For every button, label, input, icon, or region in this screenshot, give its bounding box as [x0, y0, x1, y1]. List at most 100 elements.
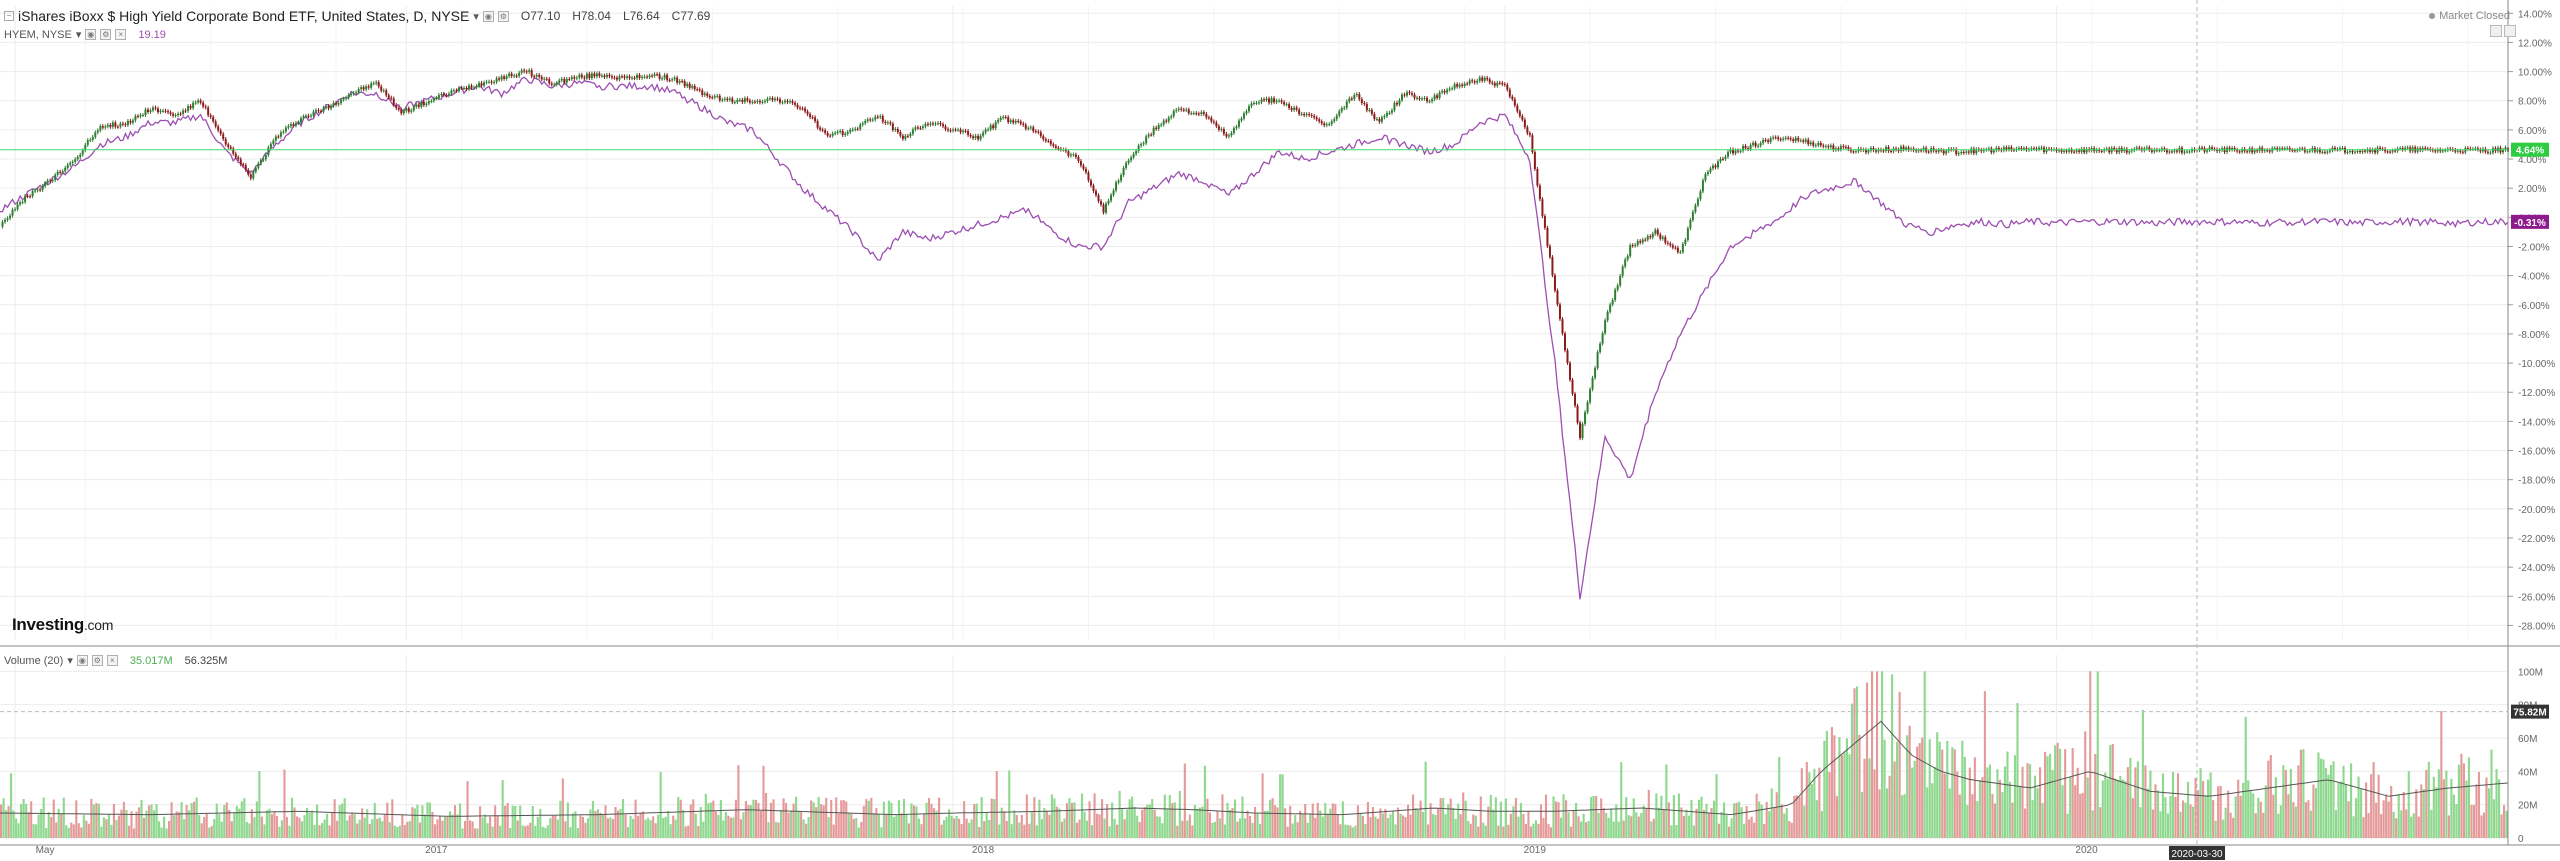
candle-body [1438, 92, 1441, 98]
volume-bar [677, 796, 680, 838]
volume-bar [2018, 785, 2022, 838]
candle-body [2469, 148, 2472, 150]
candle-body [1957, 153, 1960, 155]
chevron-down-icon[interactable]: ▾ [67, 655, 73, 667]
restore-icon[interactable] [2504, 25, 2516, 37]
volume-tick-label: 0 [2518, 834, 2524, 845]
candle-body [836, 131, 839, 133]
candle-body [1305, 114, 1308, 116]
volume-bar [2395, 818, 2398, 838]
volume-bar [2003, 766, 2007, 838]
candle-body [1466, 83, 1469, 85]
volume-bar [491, 826, 494, 838]
candle-body [124, 124, 127, 126]
chevron-down-icon[interactable]: ▾ [473, 10, 479, 23]
volume-bar [260, 816, 263, 838]
volume-bar [248, 823, 251, 838]
volume-bar [2455, 804, 2458, 838]
volume-bar [1911, 767, 1914, 838]
candle-body [1120, 175, 1123, 181]
volume-bar [1795, 795, 1798, 838]
volume-bar [870, 797, 873, 838]
status-dot-icon [2429, 13, 2436, 19]
volume-bar [1163, 794, 1166, 838]
candle-body [1403, 94, 1406, 96]
volume-bar [193, 801, 196, 838]
collapse-icon[interactable]: − [4, 11, 14, 21]
axis-labels: 14.00%12.00%10.00%8.00%6.00%4.00%2.00%0.… [36, 9, 2555, 860]
candle-body [1130, 157, 1133, 161]
volume-bar [253, 817, 256, 838]
candle-body [1285, 104, 1288, 106]
candle-body [1456, 84, 1459, 87]
settings-icon[interactable]: ⚙ [91, 655, 103, 666]
volume-bar [2277, 813, 2280, 838]
volume-bar [2066, 813, 2069, 838]
candle-body [921, 126, 924, 129]
candle-body [86, 140, 89, 145]
volume-bar [1060, 821, 1064, 838]
volume-bar [1743, 823, 1746, 838]
candle-body [1789, 138, 1792, 140]
candle-body [1764, 139, 1767, 141]
volume-bar [1803, 805, 1806, 838]
candle-body [989, 125, 992, 130]
volume-bar [321, 823, 324, 838]
candle-body [2389, 151, 2392, 153]
maximize-icon[interactable] [2490, 25, 2502, 37]
volume-bar [1462, 792, 1465, 838]
candle-body [375, 82, 378, 84]
volume-bar [1991, 793, 1994, 838]
settings-icon[interactable]: ⚙ [100, 29, 112, 40]
candle-body [1706, 171, 1709, 175]
candle-body [1247, 106, 1250, 112]
volume-bar [75, 800, 78, 838]
candle-body [1571, 379, 1574, 394]
candle-body [661, 78, 664, 80]
volume-bar [1020, 814, 1023, 838]
volume-bar [1116, 824, 1119, 838]
candle-body [4, 219, 7, 222]
candle-body [1200, 112, 1203, 115]
candle-body [1802, 140, 1805, 142]
volume-bar [1246, 810, 1249, 838]
candle-body [264, 154, 267, 160]
volume-bar [1597, 812, 1600, 838]
volume-bar [569, 826, 572, 838]
date-badge-bg [2169, 846, 2226, 860]
candle-body [282, 131, 285, 133]
candle-body [1110, 194, 1113, 201]
candle-body [141, 114, 144, 116]
volume-bar [1873, 769, 1876, 838]
volume-bar [2071, 748, 2074, 838]
volume-bar [516, 820, 519, 838]
volume-bar [1926, 787, 1929, 838]
candle-body [1298, 109, 1301, 115]
volume-bar [1236, 821, 1239, 838]
candle-body [1077, 157, 1080, 162]
volume-bar [1657, 807, 1660, 838]
candle-body [1067, 151, 1070, 156]
eye-icon[interactable]: ◉ [76, 655, 88, 666]
volume-bar [1768, 811, 1771, 838]
volume-bar [2139, 807, 2142, 838]
candle-body [646, 76, 649, 78]
eye-icon[interactable]: ◉ [482, 10, 494, 22]
candle-body [896, 129, 899, 132]
volume-bar [15, 818, 18, 838]
candle-body [2020, 147, 2023, 149]
chevron-down-icon[interactable]: ▾ [75, 29, 82, 41]
candle-body [1202, 112, 1205, 114]
volume-bar [1447, 804, 1450, 838]
settings-icon[interactable]: ⚙ [497, 10, 509, 22]
volume-bar [1138, 822, 1141, 838]
candle-body [382, 90, 385, 92]
close-icon[interactable]: × [115, 29, 127, 40]
volume-bar [2126, 767, 2129, 838]
eye-icon[interactable]: ◉ [85, 29, 97, 40]
candle-body [1481, 77, 1484, 81]
close-icon[interactable]: × [106, 655, 118, 666]
volume-bar [2380, 814, 2383, 838]
candle-body [1390, 110, 1393, 113]
volume-bar [1687, 815, 1691, 838]
